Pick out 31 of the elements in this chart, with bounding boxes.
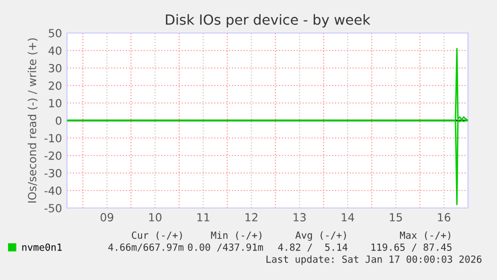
x-tick-label: 12 <box>246 213 258 222</box>
y-tick-label: -40 <box>44 186 62 195</box>
y-tick-label: 0 <box>56 116 62 125</box>
x-tick-label: 11 <box>197 213 210 222</box>
y-tick-label: 20 <box>48 81 62 90</box>
text: Max (-/+) <box>400 231 450 240</box>
y-tick-label: 10 <box>49 98 62 108</box>
text: 0.00 /437.91m <box>188 243 263 252</box>
text: Last update: Sat Jan 17 00:00:03 2026 <box>266 255 482 265</box>
text: Avg (-/+) <box>295 231 346 241</box>
chart-title: Disk IOs per device - by week <box>166 14 370 28</box>
y-tick-label: -50 <box>44 204 62 212</box>
x-tick-label: 15 <box>390 213 402 222</box>
x-tick-label: 10 <box>149 213 162 222</box>
text: Min (-/+) <box>211 231 262 240</box>
legend-label: nvme0n1 <box>22 243 62 251</box>
x-tick-label: 14 <box>342 213 354 222</box>
y-tick-label: -10 <box>44 134 62 142</box>
y-axis-title: IOs/second read (-) / write (+) <box>28 38 38 203</box>
text: Cur (-/+) <box>132 231 182 240</box>
text: 4.66m/667.97m <box>108 243 184 252</box>
y-tick-label: -30 <box>44 168 62 178</box>
x-tick-label: 09 <box>100 213 114 222</box>
y-tick-label: 30 <box>48 64 62 72</box>
y-tick-label: 40 <box>48 46 62 55</box>
x-tick-label: 16 <box>438 213 450 222</box>
text: 119.65 / 87.45 <box>371 243 452 252</box>
y-tick-label: -20 <box>44 151 62 160</box>
x-tick-label: 13 <box>294 213 306 222</box>
text: 4.82 / 5.14 <box>278 243 348 252</box>
y-tick-label: 50 <box>48 28 62 38</box>
